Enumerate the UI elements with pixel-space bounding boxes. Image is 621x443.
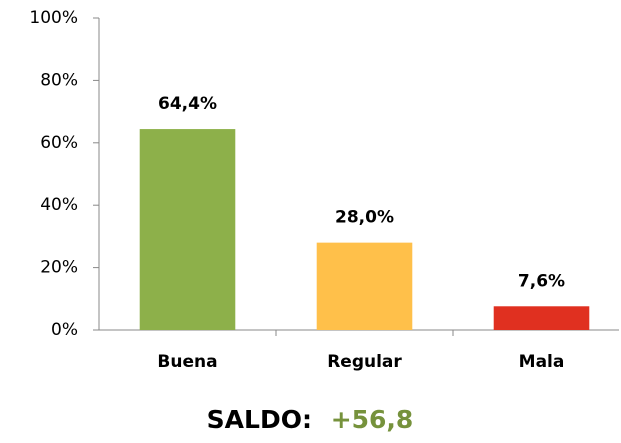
value-label: 7,6% — [518, 271, 565, 291]
value-label: 64,4% — [158, 94, 217, 114]
bar — [493, 306, 590, 330]
saldo-value: +56,8 — [331, 405, 414, 434]
y-tick-label: 100% — [29, 8, 78, 28]
x-tick-label: Mala — [519, 352, 565, 372]
y-tick-label: 20% — [40, 258, 78, 278]
saldo-label: SALDO: — [207, 405, 312, 434]
saldo: SALDO: +56,8 — [207, 405, 414, 434]
y-tick-label: 40% — [40, 195, 78, 215]
x-tick-label: Regular — [327, 352, 402, 372]
bar — [139, 129, 236, 330]
bar — [316, 242, 413, 330]
value-label: 28,0% — [335, 208, 394, 228]
x-tick-label: Buena — [157, 352, 217, 372]
y-tick-label: 60% — [40, 133, 78, 153]
y-tick-label: 0% — [51, 320, 78, 340]
y-tick-label: 80% — [40, 70, 78, 90]
